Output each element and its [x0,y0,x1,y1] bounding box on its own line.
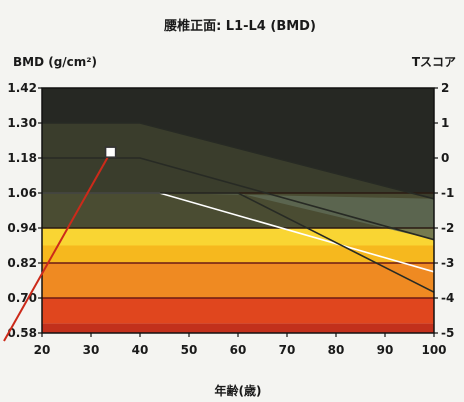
normal-range-area [42,123,434,199]
t-tick-label-2: -3 [441,256,454,270]
y-tick-label-5: 1.18 [7,151,37,165]
t-tick-label-3: -2 [441,221,454,235]
plot-area: 0.58 0.70 0.82 0.94 1.06 1.18 1.30 1.42 -5 -4 -3 -2… [3,81,454,357]
t-tick-label-0: -5 [441,326,454,340]
x-tick-label-2: 40 [132,343,149,357]
t-tick-label-5: 0 [441,151,449,165]
y-tick-label-7: 1.42 [7,81,37,95]
t-tick-label-1: -4 [441,291,454,305]
t-tick-label-7: 2 [441,81,449,95]
y-tick-label-1: 0.70 [7,291,37,305]
band-2 [42,263,434,298]
shaded-wedge [159,193,434,240]
series-line-1 [42,157,435,241]
y-tick-label-2: 0.82 [7,256,37,270]
band-0 [42,323,434,333]
t-tick-label-4: -1 [441,186,454,200]
x-axis-label: 年齢(歳) [215,383,262,398]
x-tick-label-1: 30 [83,343,100,357]
t-tick-label-6: 1 [441,116,449,130]
leader-line [3,151,112,342]
y-tick-label-4: 1.06 [7,186,37,200]
x-tick-label-4: 60 [230,343,247,357]
x-tick-label-3: 50 [181,343,198,357]
x-tick-label-7: 90 [377,343,394,357]
y-axis-label-left: BMD (g/cm²) [13,55,97,69]
x-tick-label-0: 20 [34,343,51,357]
band-1 [42,298,434,324]
band-3 [42,245,434,263]
chart-title: 腰椎正面: L1-L4 (BMD) [163,18,316,34]
band-4 [42,228,434,246]
x-tick-label-5: 70 [279,343,296,357]
y-tick-label-0: 0.58 [7,326,37,340]
y-tick-label-3: 0.94 [7,221,37,235]
x-tick-label-6: 80 [328,343,345,357]
y-axis-label-right: Tスコア [412,55,456,69]
series-line-3 [42,192,435,293]
y-tick-label-6: 1.30 [7,116,37,130]
x-tick-label-8: 100 [421,343,446,357]
patient-point [104,146,117,158]
series-line-0 [42,122,435,200]
